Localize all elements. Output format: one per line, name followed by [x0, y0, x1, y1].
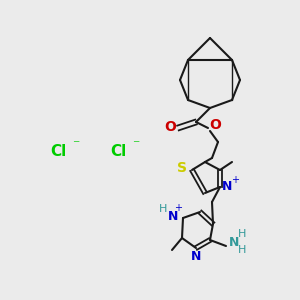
- Text: O: O: [164, 120, 176, 134]
- Text: H: H: [238, 229, 246, 239]
- Text: ⁻: ⁻: [72, 138, 80, 152]
- Text: N: N: [229, 236, 239, 248]
- Text: O: O: [209, 118, 221, 132]
- Text: +: +: [231, 175, 239, 185]
- Text: N: N: [222, 179, 232, 193]
- Text: H: H: [159, 204, 167, 214]
- Text: N: N: [191, 250, 201, 263]
- Text: ⁻: ⁻: [132, 138, 140, 152]
- Text: S: S: [177, 161, 187, 175]
- Text: Cl: Cl: [110, 145, 126, 160]
- Text: Cl: Cl: [50, 145, 66, 160]
- Text: +: +: [174, 203, 182, 213]
- Text: H: H: [238, 245, 246, 255]
- Text: N: N: [168, 209, 178, 223]
